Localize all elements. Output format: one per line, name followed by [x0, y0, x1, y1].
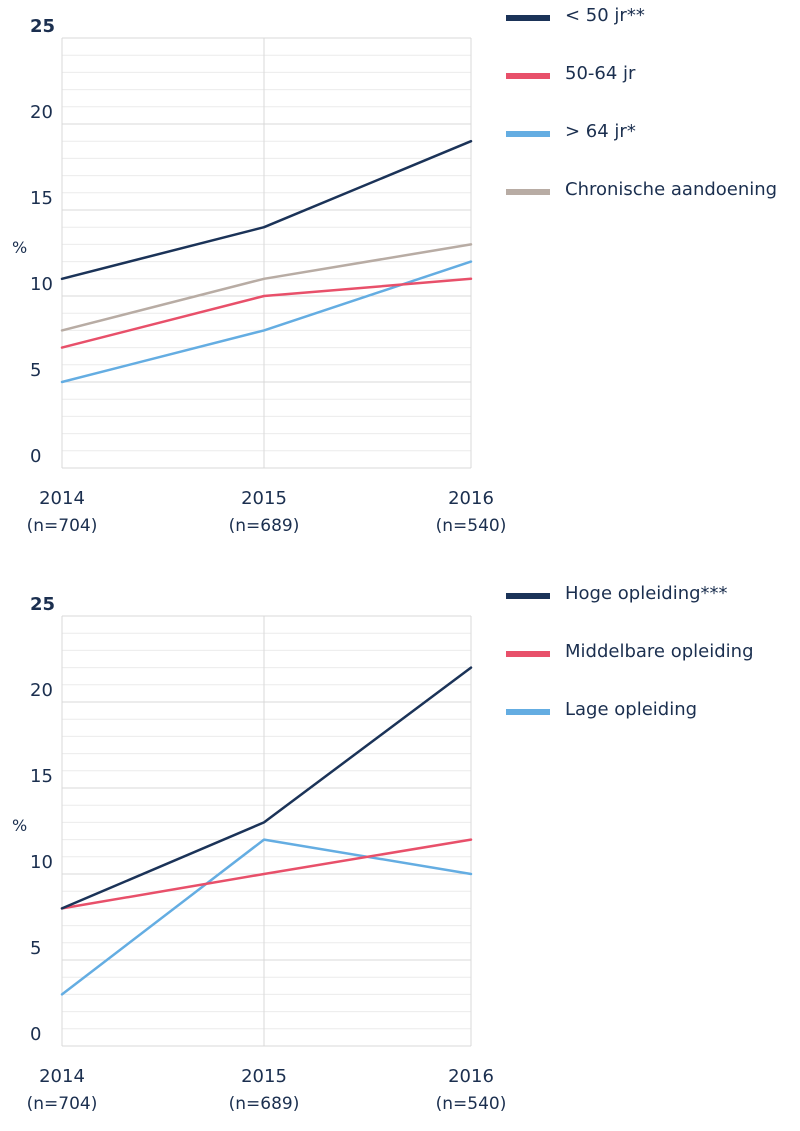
y-tick-label: 20: [30, 102, 53, 123]
series-line: [60, 838, 473, 910]
y-tick-label: 15: [30, 766, 53, 787]
series-line: [60, 260, 473, 384]
y-tick-label: 10: [30, 852, 53, 873]
legend-swatch: [506, 15, 550, 21]
x-tick-label: 2014: [39, 488, 85, 509]
y-tick-label: 25: [30, 594, 55, 615]
x-tick-sample-size: (n=689): [229, 516, 300, 536]
legend-swatch: [506, 651, 550, 657]
legend-label: < 50 jr**: [565, 5, 645, 26]
y-tick-label: 10: [30, 274, 53, 295]
x-tick-sample-size: (n=689): [229, 1094, 300, 1114]
x-tick-label: 2014: [39, 1066, 85, 1087]
series-line: [60, 139, 473, 281]
x-tick-label: 2016: [448, 1066, 494, 1087]
x-tick-sample-size: (n=704): [27, 1094, 98, 1114]
x-tick-label: 2016: [448, 488, 494, 509]
y-tick-label: 5: [30, 938, 41, 959]
line-chart-education: 0 5 10 15 20 25% 2014 (n=704) 2015 (n=689) 2016 (n=…: [0, 578, 800, 1127]
series-line: [60, 666, 473, 910]
y-axis-label: %: [12, 238, 27, 257]
chart-plot-age: 0 5 10 15 20 25% 2014 (n=704) 2015 (n=689) 2016 (n=…: [12, 16, 507, 536]
legend-label: Hoge opleiding***: [565, 583, 728, 604]
line-chart-age: 0 5 10 15 20 25% 2014 (n=704) 2015 (n=689) 2016 (n=…: [0, 0, 800, 549]
series-line: [60, 243, 473, 332]
legend-swatch: [506, 709, 550, 715]
x-tick-label: 2015: [241, 488, 287, 509]
legend-swatch: [506, 189, 550, 195]
y-tick-label: 0: [30, 446, 41, 467]
x-tick-sample-size: (n=540): [436, 516, 507, 536]
legend-label: 50-64 jr: [565, 63, 636, 84]
x-tick-sample-size: (n=540): [436, 1094, 507, 1114]
legend-swatch: [506, 73, 550, 79]
legend-label: Lage opleiding: [565, 699, 698, 720]
legend-swatch: [506, 131, 550, 137]
legend-label: Chronische aandoening: [565, 179, 778, 200]
legend-swatch: [506, 593, 550, 599]
y-tick-label: 5: [30, 360, 41, 381]
series-line: [60, 838, 473, 996]
y-tick-label: 25: [30, 16, 55, 37]
y-tick-label: 0: [30, 1024, 41, 1045]
series-line: [60, 277, 473, 349]
x-tick-sample-size: (n=704): [27, 516, 98, 536]
x-tick-label: 2015: [241, 1066, 287, 1087]
y-axis-label: %: [12, 816, 27, 835]
legend-label: Middelbare opleiding: [565, 641, 754, 662]
y-tick-label: 15: [30, 188, 53, 209]
y-tick-label: 20: [30, 680, 53, 701]
legend-label: > 64 jr*: [565, 121, 636, 142]
